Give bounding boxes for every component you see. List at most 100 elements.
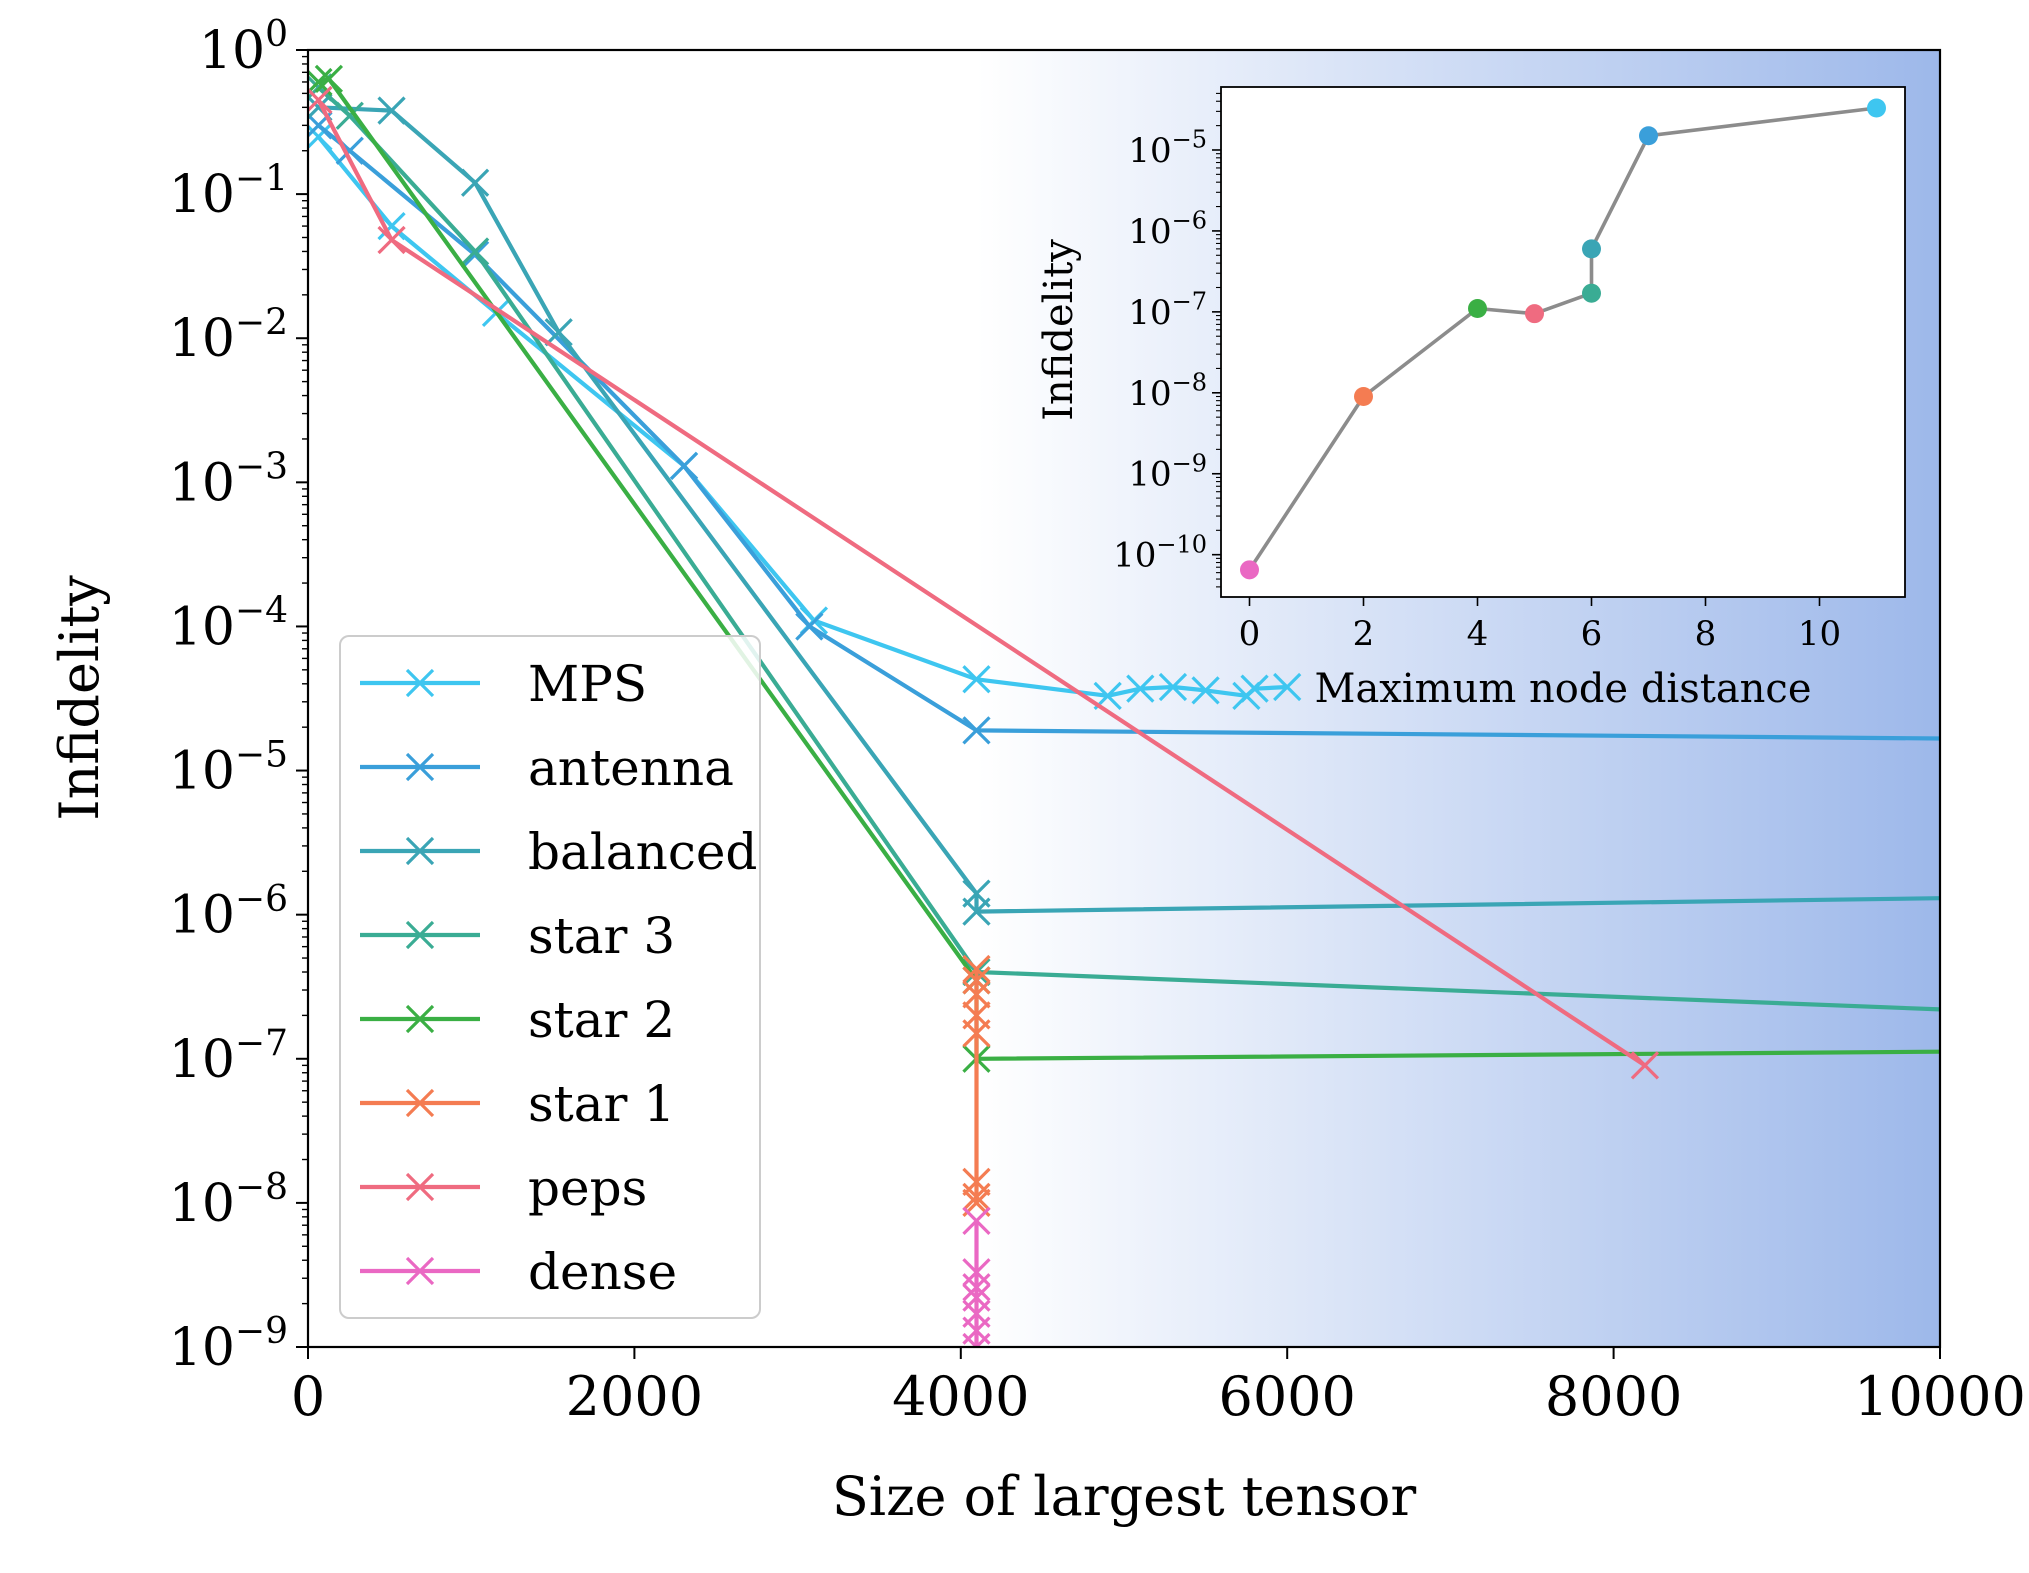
data-point-marker (795, 612, 824, 641)
inset-y-ticks: 10−5 10−6 10−7 10−8 10−9 10−10 (1113, 92, 1221, 588)
inset-x-tick-label: 4 (1467, 614, 1489, 654)
main-y-tick-label: 10−2 (169, 302, 288, 369)
series-star-3 (308, 73, 1940, 1012)
legend-marker (405, 1088, 435, 1118)
legend-marker (405, 1256, 435, 1286)
main-y-ticks: 100 10−1 10−2 10−3 10−4 10−5 10−6 10−7 10−8 10−9 (169, 14, 308, 1378)
inset-y-tick-label: 10−7 (1128, 288, 1207, 333)
main-x-tick-label: 10000 (1854, 1365, 2026, 1428)
data-point-marker (1158, 672, 1188, 702)
data-point-marker (962, 1258, 991, 1287)
data-point-marker (962, 966, 991, 995)
data-point-marker (962, 716, 991, 745)
legend-label: MPS (528, 655, 647, 713)
legend-entry-MPS: MPS (360, 655, 647, 713)
series-star-1 (962, 954, 991, 1218)
data-point-marker (962, 1332, 991, 1347)
main-y-tick-label: 10−9 (169, 1311, 288, 1378)
series-dense (962, 1206, 991, 1347)
legend-entry-balanced: balanced (360, 823, 757, 881)
data-point-marker (1191, 676, 1220, 705)
inset-background (1221, 87, 1905, 597)
inset-data-point (1525, 304, 1544, 324)
data-point-marker (308, 85, 333, 115)
inset-x-tick-label: 2 (1353, 614, 1375, 654)
main-x-tick-label: 2000 (566, 1365, 703, 1428)
data-point-marker (962, 897, 991, 926)
inset-x-tick-label: 0 (1239, 614, 1261, 654)
main-axes-frame (306, 48, 1942, 1349)
legend-box (339, 635, 761, 1319)
legend-label: balanced (528, 823, 757, 881)
legend-marker (405, 1172, 435, 1202)
inset-x-tick-label: 8 (1695, 614, 1717, 654)
main-y-tick-label: 10−1 (169, 158, 288, 225)
inset-data-point (1867, 98, 1886, 118)
inset-y-axis-label: Infidelity (1036, 239, 1082, 421)
data-point-marker (669, 451, 699, 481)
inset-data-point (1639, 126, 1658, 146)
legend-marker (405, 836, 435, 866)
data-point-marker (377, 225, 406, 255)
legend-marker (405, 668, 435, 698)
main-y-axis-label: Infidelity (48, 575, 111, 821)
legend-label: star 3 (528, 907, 675, 965)
main-x-axis-label: Size of largest tensor (832, 1465, 1417, 1528)
legend-label: star 1 (528, 1075, 675, 1133)
main-x-tick-label: 8000 (1545, 1365, 1682, 1428)
inset-data-point (1240, 560, 1259, 580)
data-point-marker (962, 665, 991, 694)
series-peps (308, 85, 1660, 1080)
inset-y-tick-label: 10−8 (1128, 369, 1207, 414)
legend-marker (405, 920, 435, 950)
data-point-marker (335, 101, 364, 130)
main-y-tick-label: 10−5 (169, 735, 288, 802)
data-point-marker (308, 122, 333, 151)
data-point-marker (962, 1273, 991, 1302)
inset-data-point (1354, 387, 1373, 407)
inset-chart: 0 2 4 6 8 10 10−5 10−6 10−7 10−8 10−9 10−10 Maximu… (1036, 86, 1906, 712)
data-point-marker (544, 318, 573, 347)
inset-series-group (1240, 98, 1886, 580)
inset-x-ticks: 0 2 4 6 8 10 (1239, 597, 1841, 654)
data-point-marker (1126, 674, 1155, 703)
inset-data-point (1468, 299, 1487, 319)
data-point-marker (377, 211, 406, 241)
main-series-group (308, 64, 1940, 1347)
legend-entry-star-3: star 3 (360, 907, 675, 965)
data-point-marker (962, 1182, 991, 1212)
legend: MPS antenna balanced star 3 star 2 star 1 peps… (339, 635, 761, 1319)
legend-entry-antenna: antenna (360, 739, 734, 797)
main-x-tick-label: 4000 (892, 1365, 1029, 1428)
data-point-marker (1273, 672, 1302, 702)
inset-y-tick-label: 10−6 (1128, 207, 1207, 252)
data-point-marker (1240, 674, 1269, 703)
data-point-marker (962, 1206, 991, 1236)
inset-data-point (1582, 239, 1601, 259)
data-point-marker (962, 980, 991, 1009)
data-point-marker (1630, 1051, 1660, 1080)
data-point-marker (962, 1019, 991, 1048)
legend-entry-star-2: star 2 (360, 991, 675, 1049)
main-x-ticks: 0 2000 4000 6000 8000 10000 (291, 1347, 2026, 1428)
data-point-marker (377, 96, 406, 125)
inset-y-tick-label: 10−9 (1128, 449, 1207, 494)
data-point-marker (460, 237, 490, 266)
main-y-tick-label: 10−4 (169, 591, 288, 658)
legend-marker (405, 1004, 435, 1034)
inset-data-point (1582, 283, 1601, 303)
legend-entry-star-1: star 1 (360, 1075, 675, 1133)
legend-label: peps (528, 1159, 647, 1217)
inset-x-axis-label: Maximum node distance (1314, 666, 1811, 712)
legend-label: star 2 (528, 991, 675, 1049)
main-y-tick-label: 10−7 (169, 1023, 288, 1090)
data-point-marker (314, 64, 344, 94)
inset-y-tick-label: 10−5 (1128, 126, 1207, 171)
legend-marker (405, 752, 435, 782)
main-y-tick-label: 10−8 (169, 1167, 288, 1234)
legend-label: dense (528, 1243, 677, 1301)
legend-label: antenna (528, 739, 734, 797)
main-y-tick-label: 100 (199, 14, 288, 81)
main-x-tick-label: 6000 (1218, 1365, 1355, 1428)
